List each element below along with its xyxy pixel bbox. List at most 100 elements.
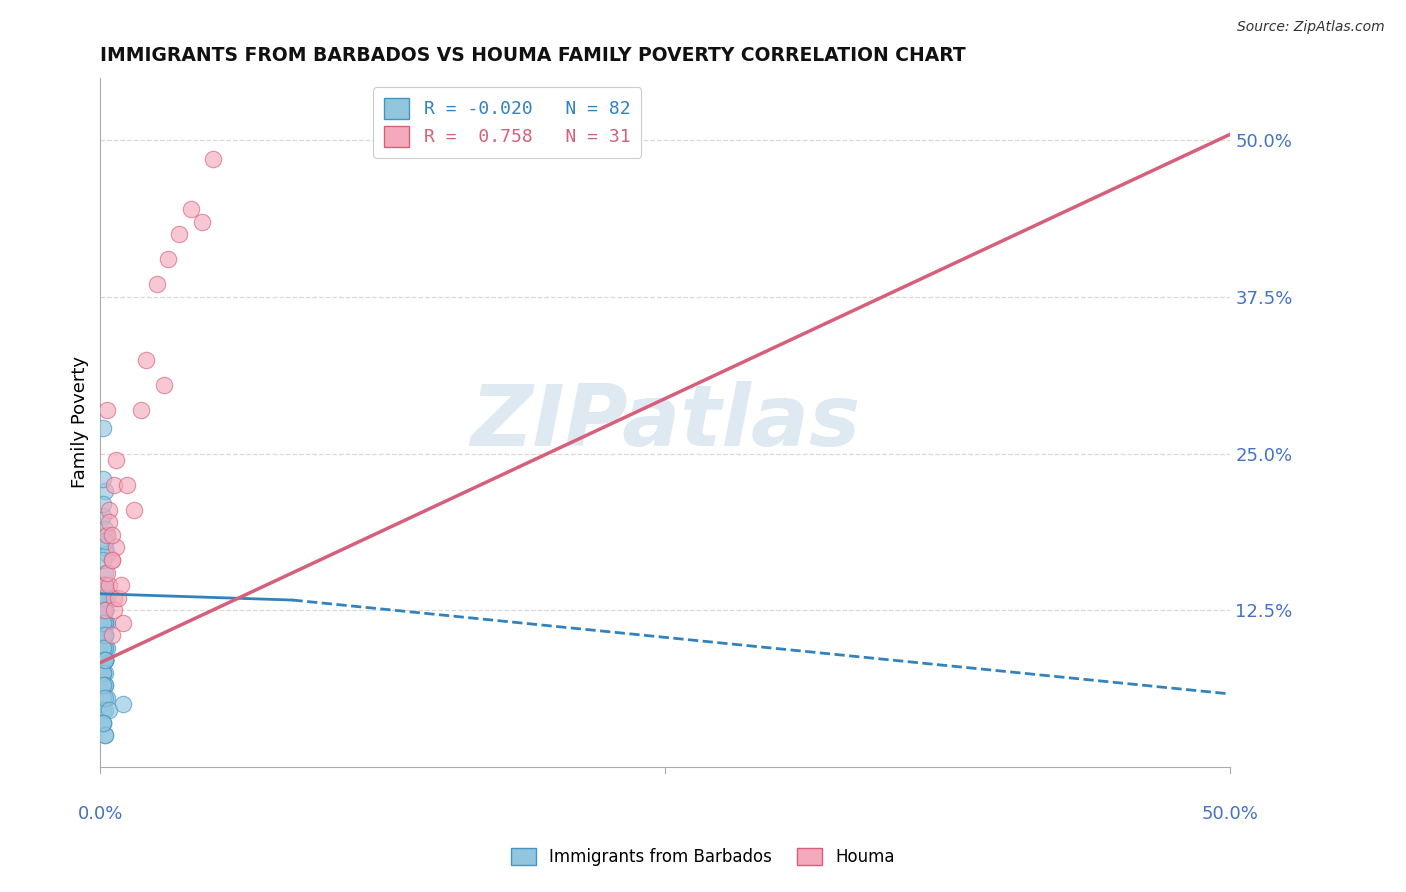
Point [110, 578, 132, 592]
Point [91, 591, 114, 605]
Point [91, 640, 114, 655]
Point [94, 566, 117, 580]
Point [94, 653, 117, 667]
Point [94, 603, 117, 617]
Point [94, 578, 117, 592]
Point [91, 591, 114, 605]
Text: Source: ZipAtlas.com: Source: ZipAtlas.com [1237, 20, 1385, 34]
Point [152, 377, 174, 392]
Point [100, 553, 122, 567]
Point [94, 603, 117, 617]
Point [91, 591, 114, 605]
Point [91, 615, 114, 630]
Point [94, 603, 117, 617]
Point [91, 628, 114, 642]
Point [91, 591, 114, 605]
Point [94, 653, 117, 667]
Point [94, 522, 117, 536]
Point [94, 541, 117, 555]
Text: 50.0%: 50.0% [1202, 805, 1258, 823]
Point [98, 516, 121, 530]
Point [169, 227, 191, 242]
Point [91, 640, 114, 655]
Point [91, 603, 114, 617]
Point [94, 653, 117, 667]
Point [91, 615, 114, 630]
Point [94, 628, 117, 642]
Point [94, 615, 117, 630]
Point [157, 252, 180, 267]
Point [94, 591, 117, 605]
Point [96, 640, 118, 655]
Point [94, 628, 117, 642]
Point [91, 615, 114, 630]
Point [94, 591, 117, 605]
Point [96, 591, 118, 605]
Point [105, 452, 128, 467]
Point [122, 503, 145, 517]
Point [94, 703, 117, 717]
Point [98, 703, 121, 717]
Point [180, 202, 202, 217]
Point [117, 478, 139, 492]
Point [100, 528, 122, 542]
Point [103, 591, 125, 605]
Point [94, 728, 117, 742]
Point [107, 591, 129, 605]
Point [191, 215, 214, 229]
Point [91, 640, 114, 655]
Point [202, 153, 225, 167]
Point [91, 628, 114, 642]
Point [94, 628, 117, 642]
Point [91, 665, 114, 680]
Point [98, 578, 121, 592]
Point [91, 421, 114, 435]
Point [94, 578, 117, 592]
Point [94, 653, 117, 667]
Point [94, 640, 117, 655]
Point [91, 703, 114, 717]
Point [91, 603, 114, 617]
Text: ZIPatlas: ZIPatlas [470, 381, 860, 464]
Point [91, 715, 114, 730]
Point [91, 509, 114, 524]
Point [94, 603, 117, 617]
Point [135, 352, 157, 367]
Point [94, 678, 117, 692]
Point [129, 402, 152, 417]
Point [94, 728, 117, 742]
Point [100, 553, 122, 567]
Point [105, 541, 128, 555]
Point [96, 547, 118, 561]
Point [91, 615, 114, 630]
Point [94, 603, 117, 617]
Point [96, 402, 118, 417]
Point [94, 690, 117, 705]
Point [94, 534, 117, 549]
Point [94, 628, 117, 642]
Point [91, 472, 114, 486]
Y-axis label: Family Poverty: Family Poverty [72, 356, 89, 488]
Point [96, 690, 118, 705]
Point [91, 603, 114, 617]
Point [111, 615, 134, 630]
Point [94, 615, 117, 630]
Point [100, 628, 122, 642]
Point [91, 678, 114, 692]
Legend: R = -0.020   N = 82, R =  0.758   N = 31: R = -0.020 N = 82, R = 0.758 N = 31 [373, 87, 641, 158]
Point [91, 665, 114, 680]
Point [91, 497, 114, 511]
Point [91, 665, 114, 680]
Point [94, 653, 117, 667]
Point [111, 697, 134, 711]
Point [91, 690, 114, 705]
Point [91, 715, 114, 730]
Point [94, 615, 117, 630]
Legend: Immigrants from Barbados, Houma: Immigrants from Barbados, Houma [505, 841, 901, 873]
Text: IMMIGRANTS FROM BARBADOS VS HOUMA FAMILY POVERTY CORRELATION CHART: IMMIGRANTS FROM BARBADOS VS HOUMA FAMILY… [100, 46, 966, 65]
Point [94, 665, 117, 680]
Point [91, 653, 114, 667]
Point [91, 578, 114, 592]
Point [91, 653, 114, 667]
Point [103, 478, 125, 492]
